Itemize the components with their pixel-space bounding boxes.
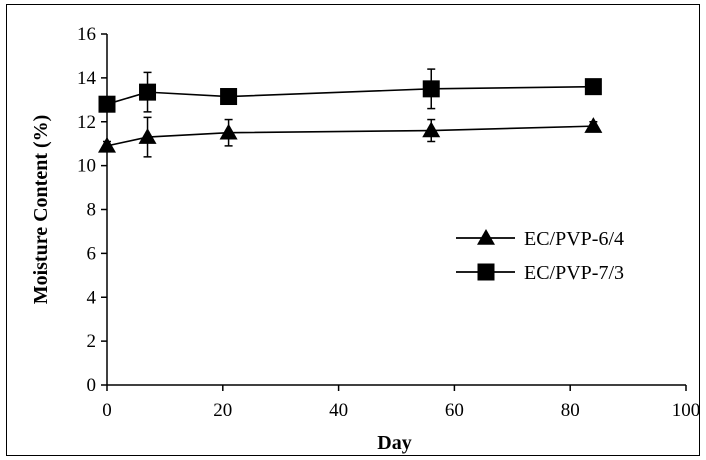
legend-label: EC/PVP-6/4 [524, 228, 624, 250]
legend: EC/PVP-6/4 EC/PVP-7/3 [456, 228, 624, 284]
x-axis-label: Day [377, 432, 411, 454]
y-tick-label: 12 [77, 112, 96, 133]
data-point [139, 83, 157, 101]
x-tick-label: 40 [329, 400, 348, 421]
y-tick-label: 14 [77, 68, 97, 89]
data-point [220, 88, 238, 106]
series-line [106, 125, 594, 147]
y-tick-label: 16 [77, 24, 96, 45]
chart-frame [6, 4, 700, 456]
x-tick-label: 60 [445, 400, 464, 421]
y-ticks: 0 2 4 6 8 10 12 14 16 [77, 24, 107, 396]
y-tick-label: 4 [87, 287, 97, 308]
y-tick-label: 6 [87, 243, 97, 264]
data-point [584, 78, 602, 96]
y-tick-label: 10 [77, 156, 96, 177]
x-tick-label: 80 [561, 400, 580, 421]
series-square [98, 68, 602, 113]
x-tick-label: 20 [213, 400, 232, 421]
series-layer [98, 68, 603, 158]
data-point [422, 121, 441, 138]
data-point [98, 136, 116, 153]
data-point [138, 128, 157, 144]
y-axis-label: Moisture Content (%) [30, 115, 52, 305]
data-point [422, 80, 440, 98]
data-point [584, 117, 603, 133]
y-tick-label: 8 [87, 200, 97, 221]
data-point [98, 95, 116, 113]
x-tick-label: 0 [102, 400, 112, 421]
legend-marker [477, 229, 495, 245]
x-tick-label: 100 [672, 400, 701, 421]
series-line [106, 85, 594, 105]
legend-label: EC/PVP-7/3 [524, 262, 624, 284]
series-triangle [98, 116, 603, 158]
data-point [219, 123, 238, 140]
legend-item: EC/PVP-7/3 [456, 262, 624, 284]
legend-item: EC/PVP-6/4 [456, 228, 624, 250]
y-tick-label: 2 [87, 331, 97, 352]
y-tick-label: 0 [87, 375, 97, 396]
legend-marker [477, 263, 495, 281]
x-ticks: 0 20 40 60 80 100 [102, 385, 700, 421]
